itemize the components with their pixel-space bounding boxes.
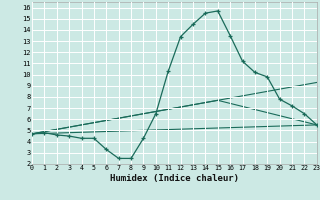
X-axis label: Humidex (Indice chaleur): Humidex (Indice chaleur) (110, 174, 239, 183)
